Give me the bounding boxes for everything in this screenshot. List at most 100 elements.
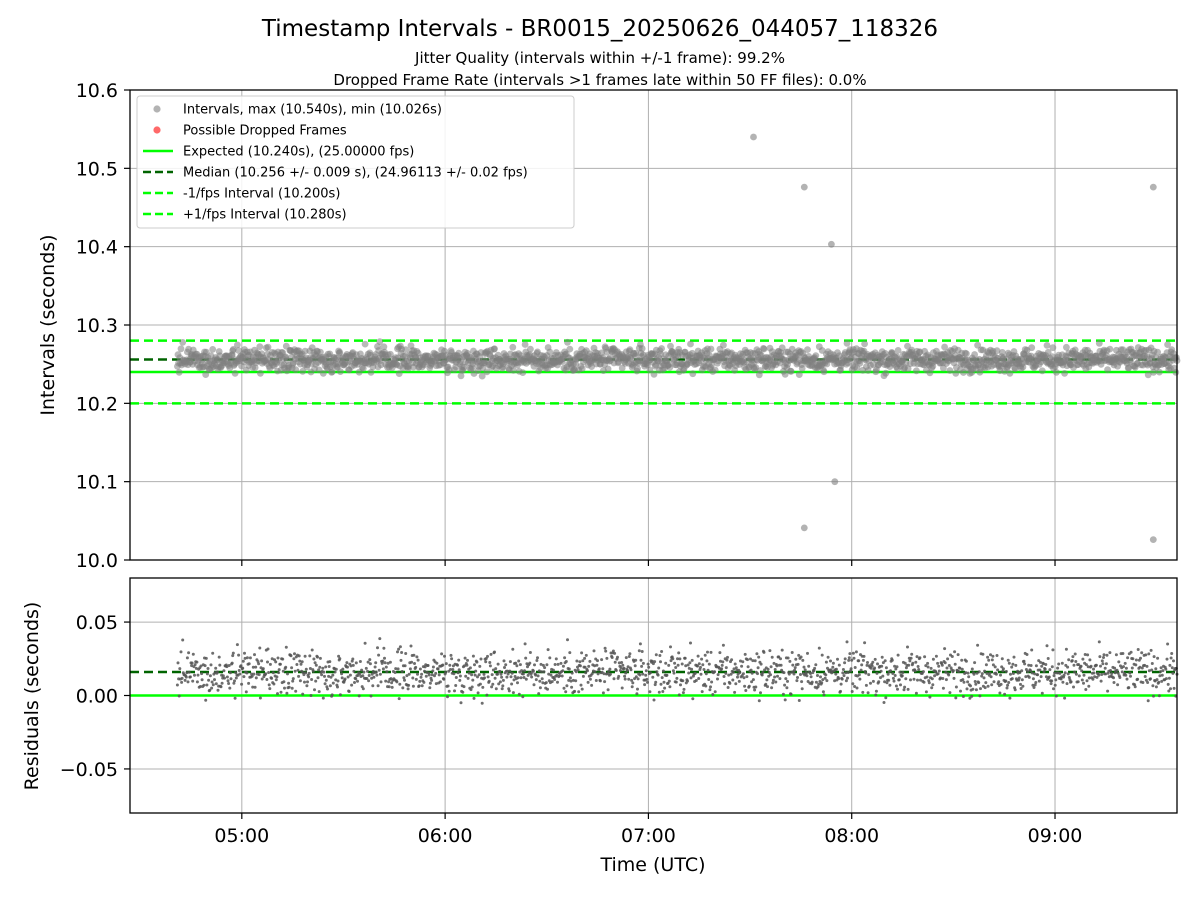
residuals-y-tick-label: 0.00 — [76, 686, 118, 708]
residual-point — [300, 660, 304, 664]
residual-point — [403, 664, 407, 668]
residual-point — [809, 672, 812, 675]
residual-point — [662, 680, 666, 684]
residual-point — [704, 684, 708, 688]
residual-point — [1056, 666, 1060, 670]
residual-point — [214, 666, 218, 670]
residual-point — [914, 691, 918, 695]
residual-point — [601, 667, 605, 671]
interval-point — [1063, 343, 1070, 351]
legend: Intervals, max (10.540s), min (10.026s) … — [136, 95, 575, 229]
residual-point — [598, 679, 602, 683]
residual-point — [782, 671, 786, 675]
residual-point — [544, 681, 548, 685]
residual-point — [756, 666, 760, 670]
residual-point — [913, 669, 917, 673]
residual-point — [259, 666, 263, 670]
residual-point — [847, 656, 851, 660]
residual-point — [402, 676, 406, 680]
chart-title: Timestamp Intervals - BR0015_20250626_04… — [261, 16, 938, 42]
residual-point — [783, 698, 787, 702]
residual-point — [328, 660, 332, 664]
residual-point — [257, 673, 261, 677]
interval-point — [1095, 340, 1103, 347]
residual-point — [837, 677, 841, 681]
residual-point — [1029, 664, 1033, 667]
residual-point — [428, 681, 432, 685]
residual-point — [941, 686, 945, 690]
residual-point — [457, 658, 461, 662]
residual-point — [278, 662, 282, 666]
interval-point — [1061, 370, 1068, 377]
residual-point — [327, 665, 331, 668]
residual-point — [864, 671, 868, 675]
residual-point — [917, 668, 921, 671]
residual-point — [877, 680, 881, 684]
residual-point — [512, 678, 516, 682]
residual-point — [333, 670, 337, 674]
residual-point — [750, 680, 754, 684]
residual-point — [407, 683, 411, 687]
residual-point — [909, 678, 912, 682]
residual-point — [663, 686, 667, 690]
residual-point — [1165, 657, 1169, 661]
residual-point — [606, 688, 610, 692]
residual-point — [442, 677, 446, 681]
interval-point — [519, 369, 527, 376]
residual-point — [624, 656, 628, 660]
residual-point — [630, 685, 634, 689]
residual-point — [1054, 694, 1058, 698]
residual-point — [958, 666, 962, 670]
residual-point — [676, 657, 679, 661]
residual-point — [1097, 640, 1101, 644]
residual-point — [1149, 677, 1152, 681]
residual-point — [925, 675, 929, 679]
residual-point — [1092, 667, 1095, 671]
residual-point — [1007, 681, 1011, 684]
residual-point — [991, 663, 995, 667]
residual-point — [230, 661, 234, 665]
residual-point — [384, 679, 388, 683]
residual-point — [218, 663, 222, 667]
residual-point — [378, 637, 382, 641]
residual-point — [907, 663, 911, 667]
residual-point — [214, 682, 218, 686]
residual-point — [575, 659, 579, 663]
residual-point — [825, 679, 829, 683]
residual-point — [381, 659, 385, 663]
residual-point — [937, 664, 941, 668]
residual-point — [1121, 652, 1125, 655]
residual-point — [461, 690, 465, 694]
residual-point — [653, 660, 657, 664]
residual-point — [1140, 666, 1144, 670]
residual-point — [624, 671, 628, 675]
residual-point — [468, 666, 472, 670]
residual-point — [196, 673, 200, 677]
residual-point — [256, 660, 260, 663]
residual-point — [863, 641, 867, 645]
residual-point — [346, 675, 350, 679]
residual-point — [1146, 681, 1150, 684]
residual-point — [281, 669, 285, 673]
residual-point — [361, 687, 365, 691]
residual-point — [243, 656, 247, 660]
residual-point — [924, 664, 928, 668]
residual-point — [1160, 673, 1164, 677]
interval-point — [546, 348, 554, 356]
residual-point — [751, 678, 755, 682]
interval-point — [407, 342, 415, 349]
residual-point — [311, 669, 315, 673]
residual-point — [1067, 658, 1071, 662]
residual-point — [1000, 657, 1004, 661]
residual-point — [879, 669, 883, 673]
residual-point — [513, 675, 517, 678]
residual-point — [277, 671, 281, 675]
residual-point — [478, 664, 482, 668]
interval-point — [264, 343, 272, 351]
residual-point — [899, 683, 902, 687]
residual-point — [1074, 672, 1078, 676]
residual-point — [1151, 684, 1155, 688]
interval-point — [864, 367, 872, 374]
residual-point — [855, 686, 859, 690]
residual-point — [885, 681, 889, 685]
